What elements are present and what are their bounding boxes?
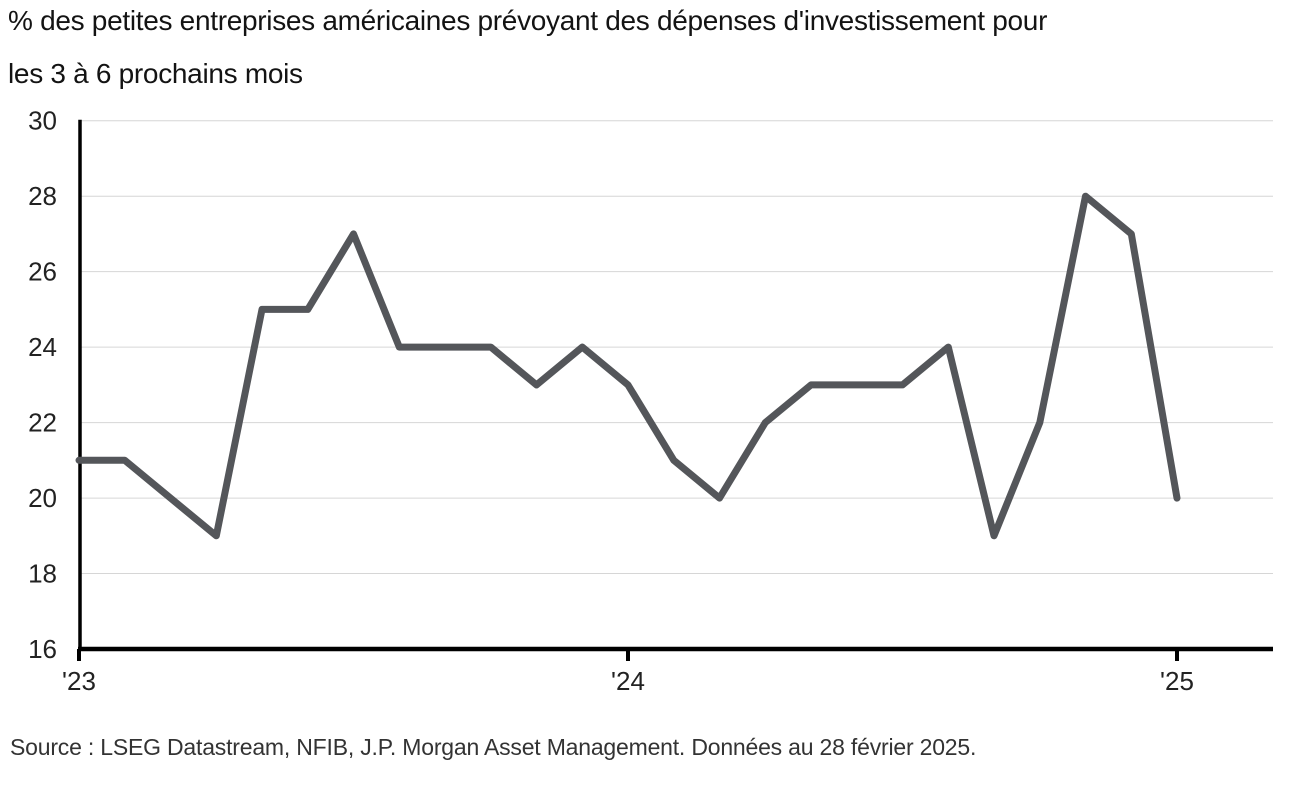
y-axis-tick-label: 24 — [28, 332, 57, 362]
y-axis-tick-label: 28 — [28, 181, 57, 211]
chart-title-line2: les 3 à 6 prochains mois — [8, 58, 303, 89]
y-axis-tick-label: 30 — [28, 106, 57, 136]
x-axis-tick-label: '23 — [62, 666, 96, 696]
x-axis-tick-label: '24 — [611, 666, 645, 696]
y-axis-tick-label: 18 — [28, 559, 57, 589]
source-note: Source : LSEG Datastream, NFIB, J.P. Mor… — [10, 734, 977, 760]
capex-series-line — [75, 192, 1181, 540]
y-axis-tick-label: 16 — [28, 634, 57, 664]
chart-title-line1: % des petites entreprises américaines pr… — [8, 5, 1048, 36]
chart-title: % des petites entreprises américaines pr… — [8, 0, 1300, 100]
capex-line-chart: 16 18 20 22 24 26 28 30 '23 '24 '25 — [28, 106, 1273, 696]
y-axis-tick-label: 26 — [28, 257, 57, 287]
y-axis-tick-label: 22 — [28, 408, 57, 438]
y-axis-tick-label: 20 — [28, 483, 57, 513]
x-axis-tick-label: '25 — [1160, 666, 1194, 696]
